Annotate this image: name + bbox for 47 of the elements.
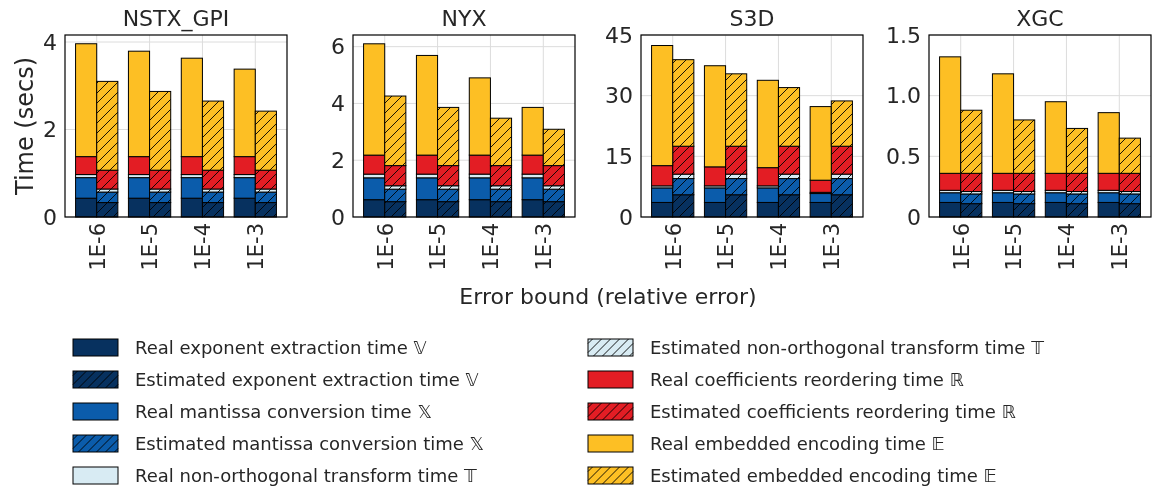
x-tick-label: 1E-6 [85,223,110,271]
x-tick-label: 1E-3 [532,223,557,271]
x-tick-label: 1E-5 [426,223,451,271]
chart-title: NSTX_GPI [122,6,230,32]
x-tick-label: 1E-3 [1108,223,1133,271]
y-tick-label: 1.0 [886,83,921,109]
y-tick-label: 0 [331,204,345,230]
y-tick-label: 0 [907,204,921,230]
chart-title: NYX [441,6,487,31]
chart-title: XGC [1016,6,1064,31]
x-tick-label: 1E-3 [244,223,269,271]
legend-label: Real mantissa conversion time 𝕏 [135,401,432,422]
x-tick-label: 1E-6 [661,223,686,271]
x-axis-title: Error bound (relative error) [459,284,757,309]
y-tick-label: 2 [331,147,345,173]
legend-label: Estimated non-orthogonal transform time 𝕋 [650,337,1045,358]
x-tick-label: 1E-4 [1055,223,1080,271]
chart-title: S3D [729,6,775,31]
x-tick-label: 1E-6 [373,223,398,271]
y-tick-label: 0 [619,204,633,230]
legend-label: Real coefficients reordering time ℝ [650,369,964,390]
x-tick-label: 1E-5 [1002,223,1027,271]
y-tick-label: 6 [331,34,345,60]
x-tick-label: 1E-5 [138,223,163,271]
y-tick-label: 30 [605,83,633,109]
y-tick-label: 4 [331,90,345,116]
legend-label: Real non-orthogonal transform time 𝕋 [135,465,478,486]
y-tick-label: 0 [43,204,57,230]
legend-label: Estimated embedded encoding time 𝔼 [650,465,997,486]
y-tick-label: 1.5 [886,22,921,48]
x-tick-label: 1E-5 [714,223,739,271]
legend-label: Estimated coefficients reordering time ℝ [650,401,1016,422]
legend-label: Real embedded encoding time 𝔼 [650,433,945,454]
legend-label: Real exponent extraction time 𝕍 [135,337,427,358]
legend-label: Estimated exponent extraction time 𝕍 [135,369,479,390]
x-tick-label: 1E-3 [820,223,845,271]
x-tick-label: 1E-6 [949,223,974,271]
y-tick-label: 2 [43,117,57,143]
y-tick-label: 45 [605,22,633,48]
x-tick-label: 1E-4 [191,223,216,271]
y-tick-label: 15 [605,143,633,169]
y-tick-label: 0.5 [886,143,921,169]
y-axis-title: Time (secs) [11,56,39,197]
y-tick-label: 4 [43,29,57,55]
x-tick-label: 1E-4 [479,223,504,271]
legend-label: Estimated mantissa conversion time 𝕏 [135,433,485,454]
x-tick-label: 1E-4 [767,223,792,271]
